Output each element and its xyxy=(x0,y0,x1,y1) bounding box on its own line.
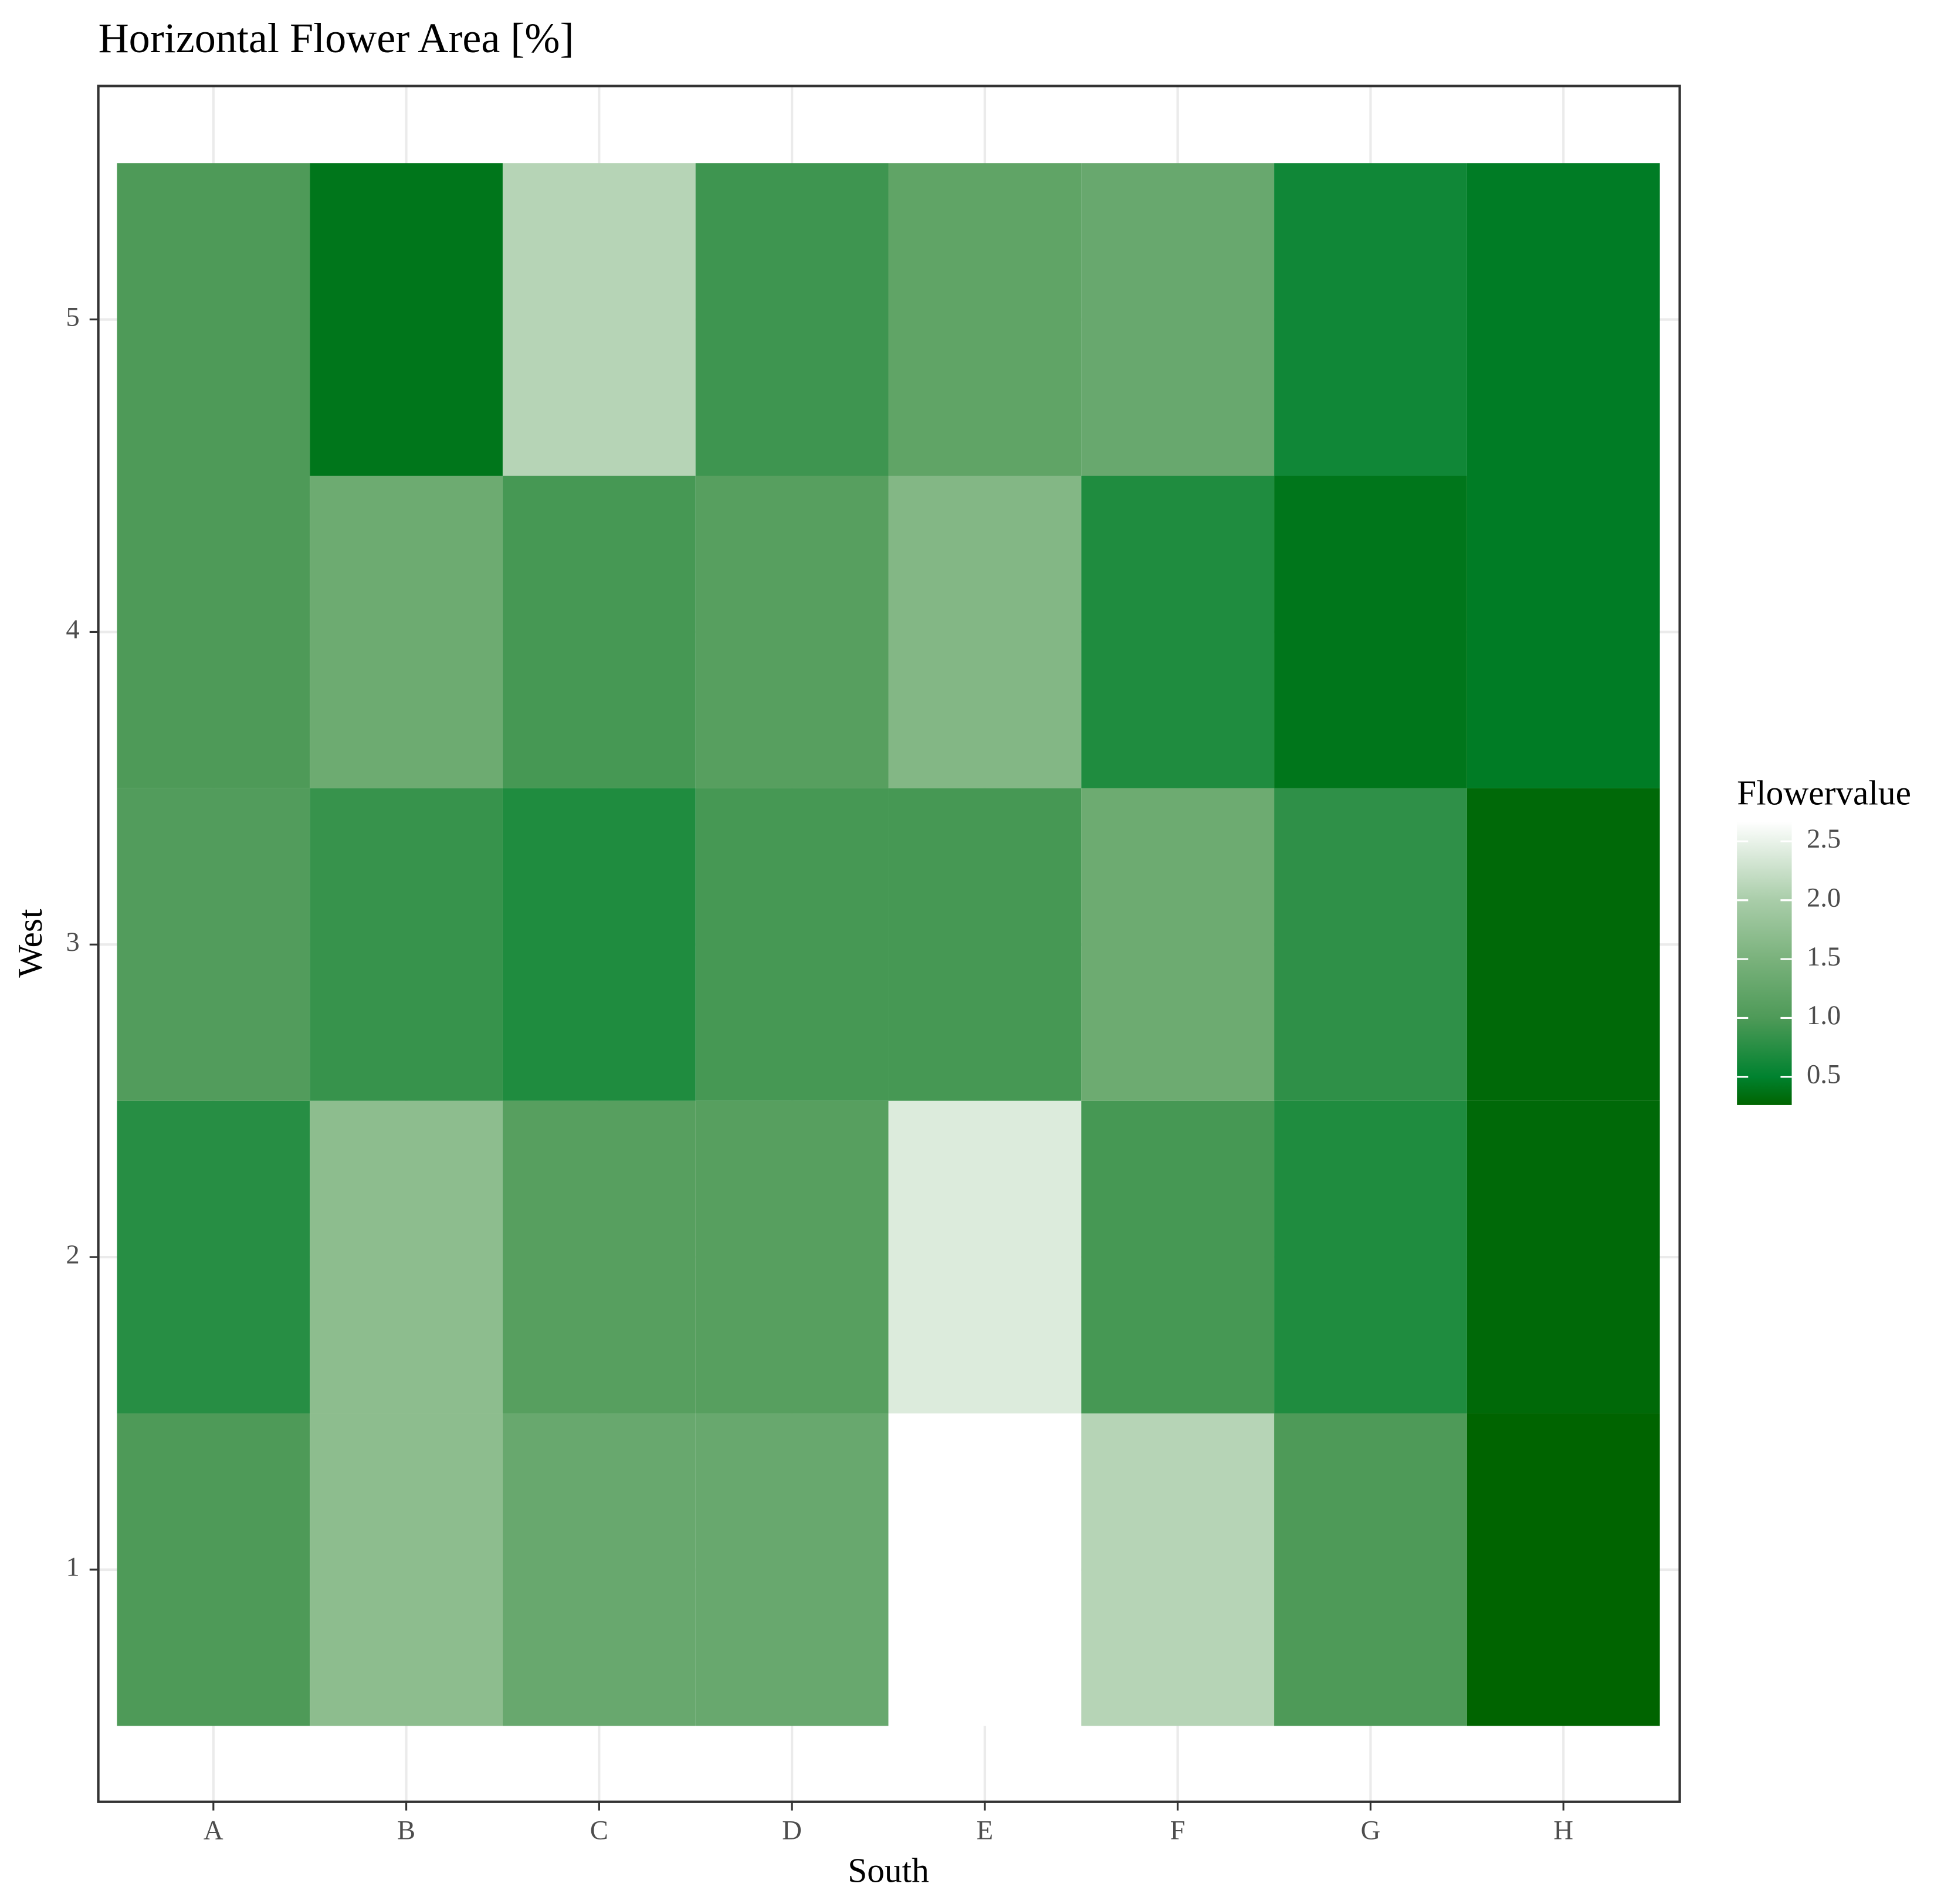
y-tick-label: 2 xyxy=(66,1239,79,1270)
legend-label: 0.5 xyxy=(1807,1059,1841,1089)
heatmap-cell xyxy=(117,1100,310,1414)
heatmap-cell xyxy=(695,1413,889,1726)
heatmap-cell xyxy=(1466,788,1660,1101)
y-tick-label: 4 xyxy=(66,614,79,645)
legend-title: Flowervalue xyxy=(1737,773,1911,812)
heatmap-cell xyxy=(888,476,1082,788)
heatmap-cell xyxy=(310,1413,503,1726)
heatmap-cell xyxy=(1466,476,1660,788)
heatmap-cell xyxy=(695,476,889,788)
heatmap-cell xyxy=(1466,1413,1660,1726)
y-tick-label: 5 xyxy=(66,301,79,332)
heatmap-cell xyxy=(502,1100,696,1414)
heatmap-cell xyxy=(502,163,696,476)
heatmap-cell xyxy=(502,476,696,788)
y-tick-label: 1 xyxy=(66,1552,79,1583)
heatmap-cell xyxy=(310,1100,503,1414)
heatmap-cell xyxy=(117,163,310,476)
heatmap-cell xyxy=(1081,1413,1275,1726)
heatmap-cell xyxy=(1081,163,1275,476)
heatmap-cell xyxy=(695,163,889,476)
x-tick-label: B xyxy=(397,1815,415,1845)
heatmap-cell xyxy=(1274,163,1467,476)
chart-title: Horizontal Flower Area [%] xyxy=(99,15,574,62)
heatmap-cell xyxy=(888,1100,1082,1414)
heatmap-cell xyxy=(1274,476,1467,788)
heatmap-cell xyxy=(310,163,503,476)
heatmap-cell xyxy=(117,476,310,788)
x-tick-label: C xyxy=(590,1815,608,1845)
heatmap-cell xyxy=(695,1100,889,1414)
x-tick-label: D xyxy=(782,1815,802,1845)
heatmap-cell xyxy=(117,1413,310,1726)
heatmap-cell xyxy=(1274,788,1467,1101)
heatmap-cell xyxy=(1466,1100,1660,1414)
y-tick-label: 3 xyxy=(66,927,79,957)
colorbar xyxy=(1737,821,1792,1105)
x-tick-label: H xyxy=(1553,1815,1573,1845)
heatmap-cell xyxy=(502,788,696,1101)
heatmap-cell xyxy=(1466,163,1660,476)
heatmap-cell xyxy=(502,1413,696,1726)
legend-label: 2.5 xyxy=(1807,824,1841,854)
heatmap-cell xyxy=(1274,1100,1467,1414)
x-axis-title: South xyxy=(848,1851,929,1889)
legend-label: 1.0 xyxy=(1807,1000,1841,1031)
heatmap-cell xyxy=(310,788,503,1101)
heatmap-cell xyxy=(117,788,310,1101)
heatmap-cell xyxy=(888,1413,1082,1726)
heatmap-cell xyxy=(888,163,1082,476)
x-tick-label: F xyxy=(1170,1815,1185,1845)
heatmap-cell xyxy=(888,788,1082,1101)
heatmap-cell xyxy=(1274,1413,1467,1726)
heatmap-cell xyxy=(310,476,503,788)
x-tick-label: A xyxy=(204,1815,223,1845)
heatmap-cell xyxy=(695,788,889,1101)
heatmap-cell xyxy=(1081,788,1275,1101)
legend-label: 2.0 xyxy=(1807,882,1841,913)
y-axis-title: West xyxy=(11,909,49,978)
x-tick-label: G xyxy=(1361,1815,1381,1845)
heatmap-cell xyxy=(1081,1100,1275,1414)
x-tick-label: E xyxy=(977,1815,994,1845)
heatmap-cell xyxy=(1081,476,1275,788)
legend-label: 1.5 xyxy=(1807,941,1841,972)
